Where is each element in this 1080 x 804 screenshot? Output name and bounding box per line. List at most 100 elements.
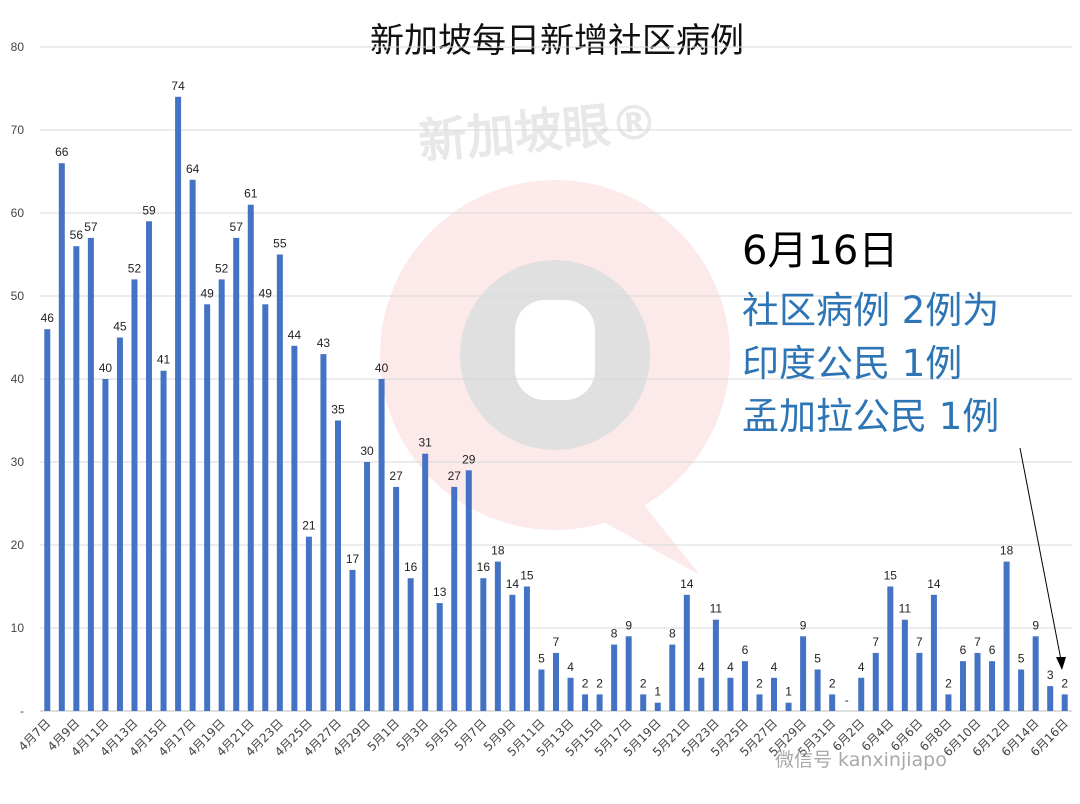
bar xyxy=(407,578,414,711)
bar xyxy=(189,179,196,712)
bar xyxy=(916,652,923,711)
data-label: 4 xyxy=(771,660,778,674)
bar xyxy=(567,677,574,711)
y-axis: - 10 20 30 40 50 60 70 80 xyxy=(11,40,25,718)
bar xyxy=(320,354,327,711)
data-label: 2 xyxy=(829,676,836,690)
bar xyxy=(1018,669,1025,711)
bar xyxy=(247,204,254,711)
data-label: 40 xyxy=(375,361,389,375)
bar xyxy=(1003,561,1010,711)
data-label: 1 xyxy=(785,685,792,699)
data-label: 21 xyxy=(302,519,316,533)
data-label: 31 xyxy=(419,436,433,450)
data-label: 66 xyxy=(55,145,69,159)
bar xyxy=(218,279,225,711)
data-label: 15 xyxy=(884,569,898,583)
data-label: - xyxy=(845,693,849,707)
bar xyxy=(741,661,748,711)
data-label: 2 xyxy=(582,676,589,690)
bar xyxy=(509,594,516,711)
data-label: 17 xyxy=(346,552,360,566)
y-tick-label: 30 xyxy=(11,455,25,469)
bar xyxy=(800,636,807,711)
bar xyxy=(523,586,530,711)
annotation-line-3: 孟加拉公民 1例 xyxy=(742,395,1000,438)
data-label: 16 xyxy=(477,560,491,574)
bar xyxy=(872,652,879,711)
data-label: 11 xyxy=(710,602,723,616)
data-label: 45 xyxy=(113,320,127,334)
data-label: 57 xyxy=(230,220,244,234)
data-label: 52 xyxy=(215,261,229,275)
bar xyxy=(1032,636,1039,711)
bar xyxy=(538,669,545,711)
bar xyxy=(785,702,792,711)
annotation-line-2: 印度公民 1例 xyxy=(742,342,963,385)
data-label: 40 xyxy=(99,361,113,375)
bar xyxy=(378,379,385,711)
bar xyxy=(480,578,487,711)
bar xyxy=(1061,694,1068,711)
data-label: 41 xyxy=(157,353,171,367)
bar xyxy=(393,486,400,711)
bar xyxy=(334,420,341,711)
data-label: 13 xyxy=(433,585,447,599)
bar xyxy=(451,486,458,711)
y-tick-label: 80 xyxy=(11,40,25,54)
bar xyxy=(945,694,952,711)
bar xyxy=(727,677,734,711)
data-label: 4 xyxy=(858,660,865,674)
chart-title: 新加坡每日新增社区病例 xyxy=(370,21,744,61)
data-label: 11 xyxy=(899,602,912,616)
grid-lines xyxy=(40,46,1072,712)
data-label: 14 xyxy=(680,577,694,591)
bar xyxy=(611,644,618,711)
data-label: 2 xyxy=(756,676,763,690)
y-tick-label: 20 xyxy=(11,538,25,552)
bar xyxy=(436,603,443,711)
bar xyxy=(930,594,937,711)
bar xyxy=(364,462,371,711)
bar xyxy=(887,586,894,711)
bar xyxy=(756,694,763,711)
data-label: 8 xyxy=(669,627,676,641)
bar xyxy=(858,677,865,711)
bar xyxy=(959,661,966,711)
watermark-logo xyxy=(380,180,730,575)
bar xyxy=(349,569,356,711)
bar xyxy=(262,304,269,711)
data-label: 57 xyxy=(84,220,98,234)
bar xyxy=(582,694,589,711)
data-label: 5 xyxy=(538,652,545,666)
data-label: 9 xyxy=(625,618,632,632)
bar xyxy=(465,470,472,711)
bar xyxy=(87,237,94,711)
data-label: 15 xyxy=(520,569,534,583)
bar xyxy=(305,536,312,711)
data-label: 1 xyxy=(654,685,661,699)
data-label: 6 xyxy=(989,643,996,657)
bar xyxy=(596,694,603,711)
annotation-date: 6月16日 xyxy=(742,228,899,274)
data-label: 9 xyxy=(1032,618,1039,632)
bar xyxy=(989,661,996,711)
data-label: 52 xyxy=(128,261,142,275)
y-tick-label: 50 xyxy=(11,289,25,303)
data-label: 46 xyxy=(41,311,55,325)
bar xyxy=(698,677,705,711)
bar xyxy=(73,246,80,711)
data-label: 43 xyxy=(317,336,331,350)
y-tick-label: 60 xyxy=(11,206,25,220)
bar xyxy=(291,345,298,711)
bars xyxy=(44,96,1068,712)
bar xyxy=(204,304,211,711)
data-label: 55 xyxy=(273,237,287,251)
data-label: 16 xyxy=(404,560,418,574)
y-tick-label: 40 xyxy=(11,372,25,386)
bar xyxy=(146,221,153,712)
data-label: 61 xyxy=(244,187,258,201)
data-label: 9 xyxy=(800,618,807,632)
y-tick-label: 70 xyxy=(11,123,25,137)
